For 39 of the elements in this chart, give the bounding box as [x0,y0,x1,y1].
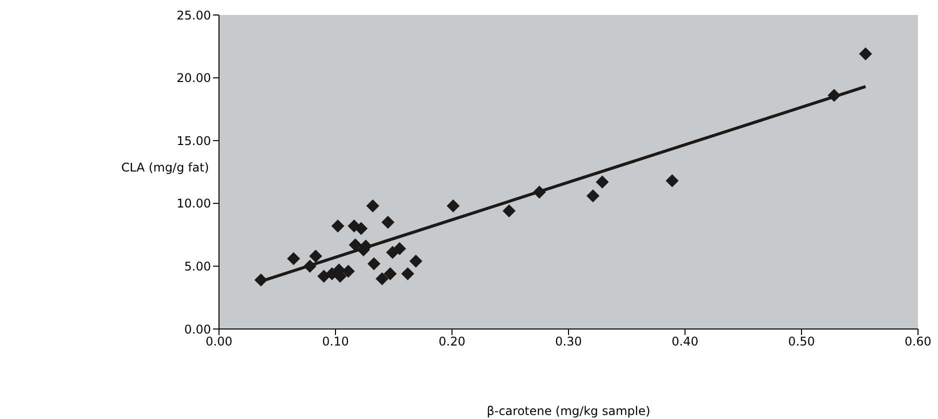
point [309,250,322,263]
y-tick-label: 10.00 [176,196,211,211]
point [303,260,316,273]
y-tick-label: 15.00 [176,134,211,148]
point [446,199,460,212]
point [348,238,362,252]
point [666,174,679,188]
x-tick-label: 0.60 [904,334,932,349]
y-tick-label: 20.00 [176,71,211,86]
point [409,254,422,268]
point [354,222,368,236]
point [342,264,355,278]
y-axis-title: CLA (mg/g fat) [121,160,209,174]
x-tick-label: 0.40 [672,334,698,349]
point [331,220,344,233]
point [859,47,872,60]
y-tick-label: 5.00 [184,259,211,274]
point [376,272,389,286]
point [532,186,546,199]
x-tick-label: 0.20 [438,334,466,349]
point [596,176,609,189]
point [586,189,600,202]
point [287,252,300,266]
point [381,216,394,229]
point [366,199,380,212]
y-tick-label: 0.00 [184,322,211,336]
point [828,88,841,102]
x-tick-label: 0.00 [206,334,232,349]
point [502,204,516,218]
x-tick-label: 0.10 [322,334,349,349]
y-tick-label: 25.00 [176,8,211,22]
point [401,267,414,280]
point [384,267,397,280]
point [367,257,380,270]
x-axis-title: β-carotene (mg/kg sample) [486,404,650,418]
x-tick-label: 0.50 [788,334,815,349]
point [254,274,268,287]
x-tick-label: 0.30 [555,334,582,349]
point [393,242,406,256]
